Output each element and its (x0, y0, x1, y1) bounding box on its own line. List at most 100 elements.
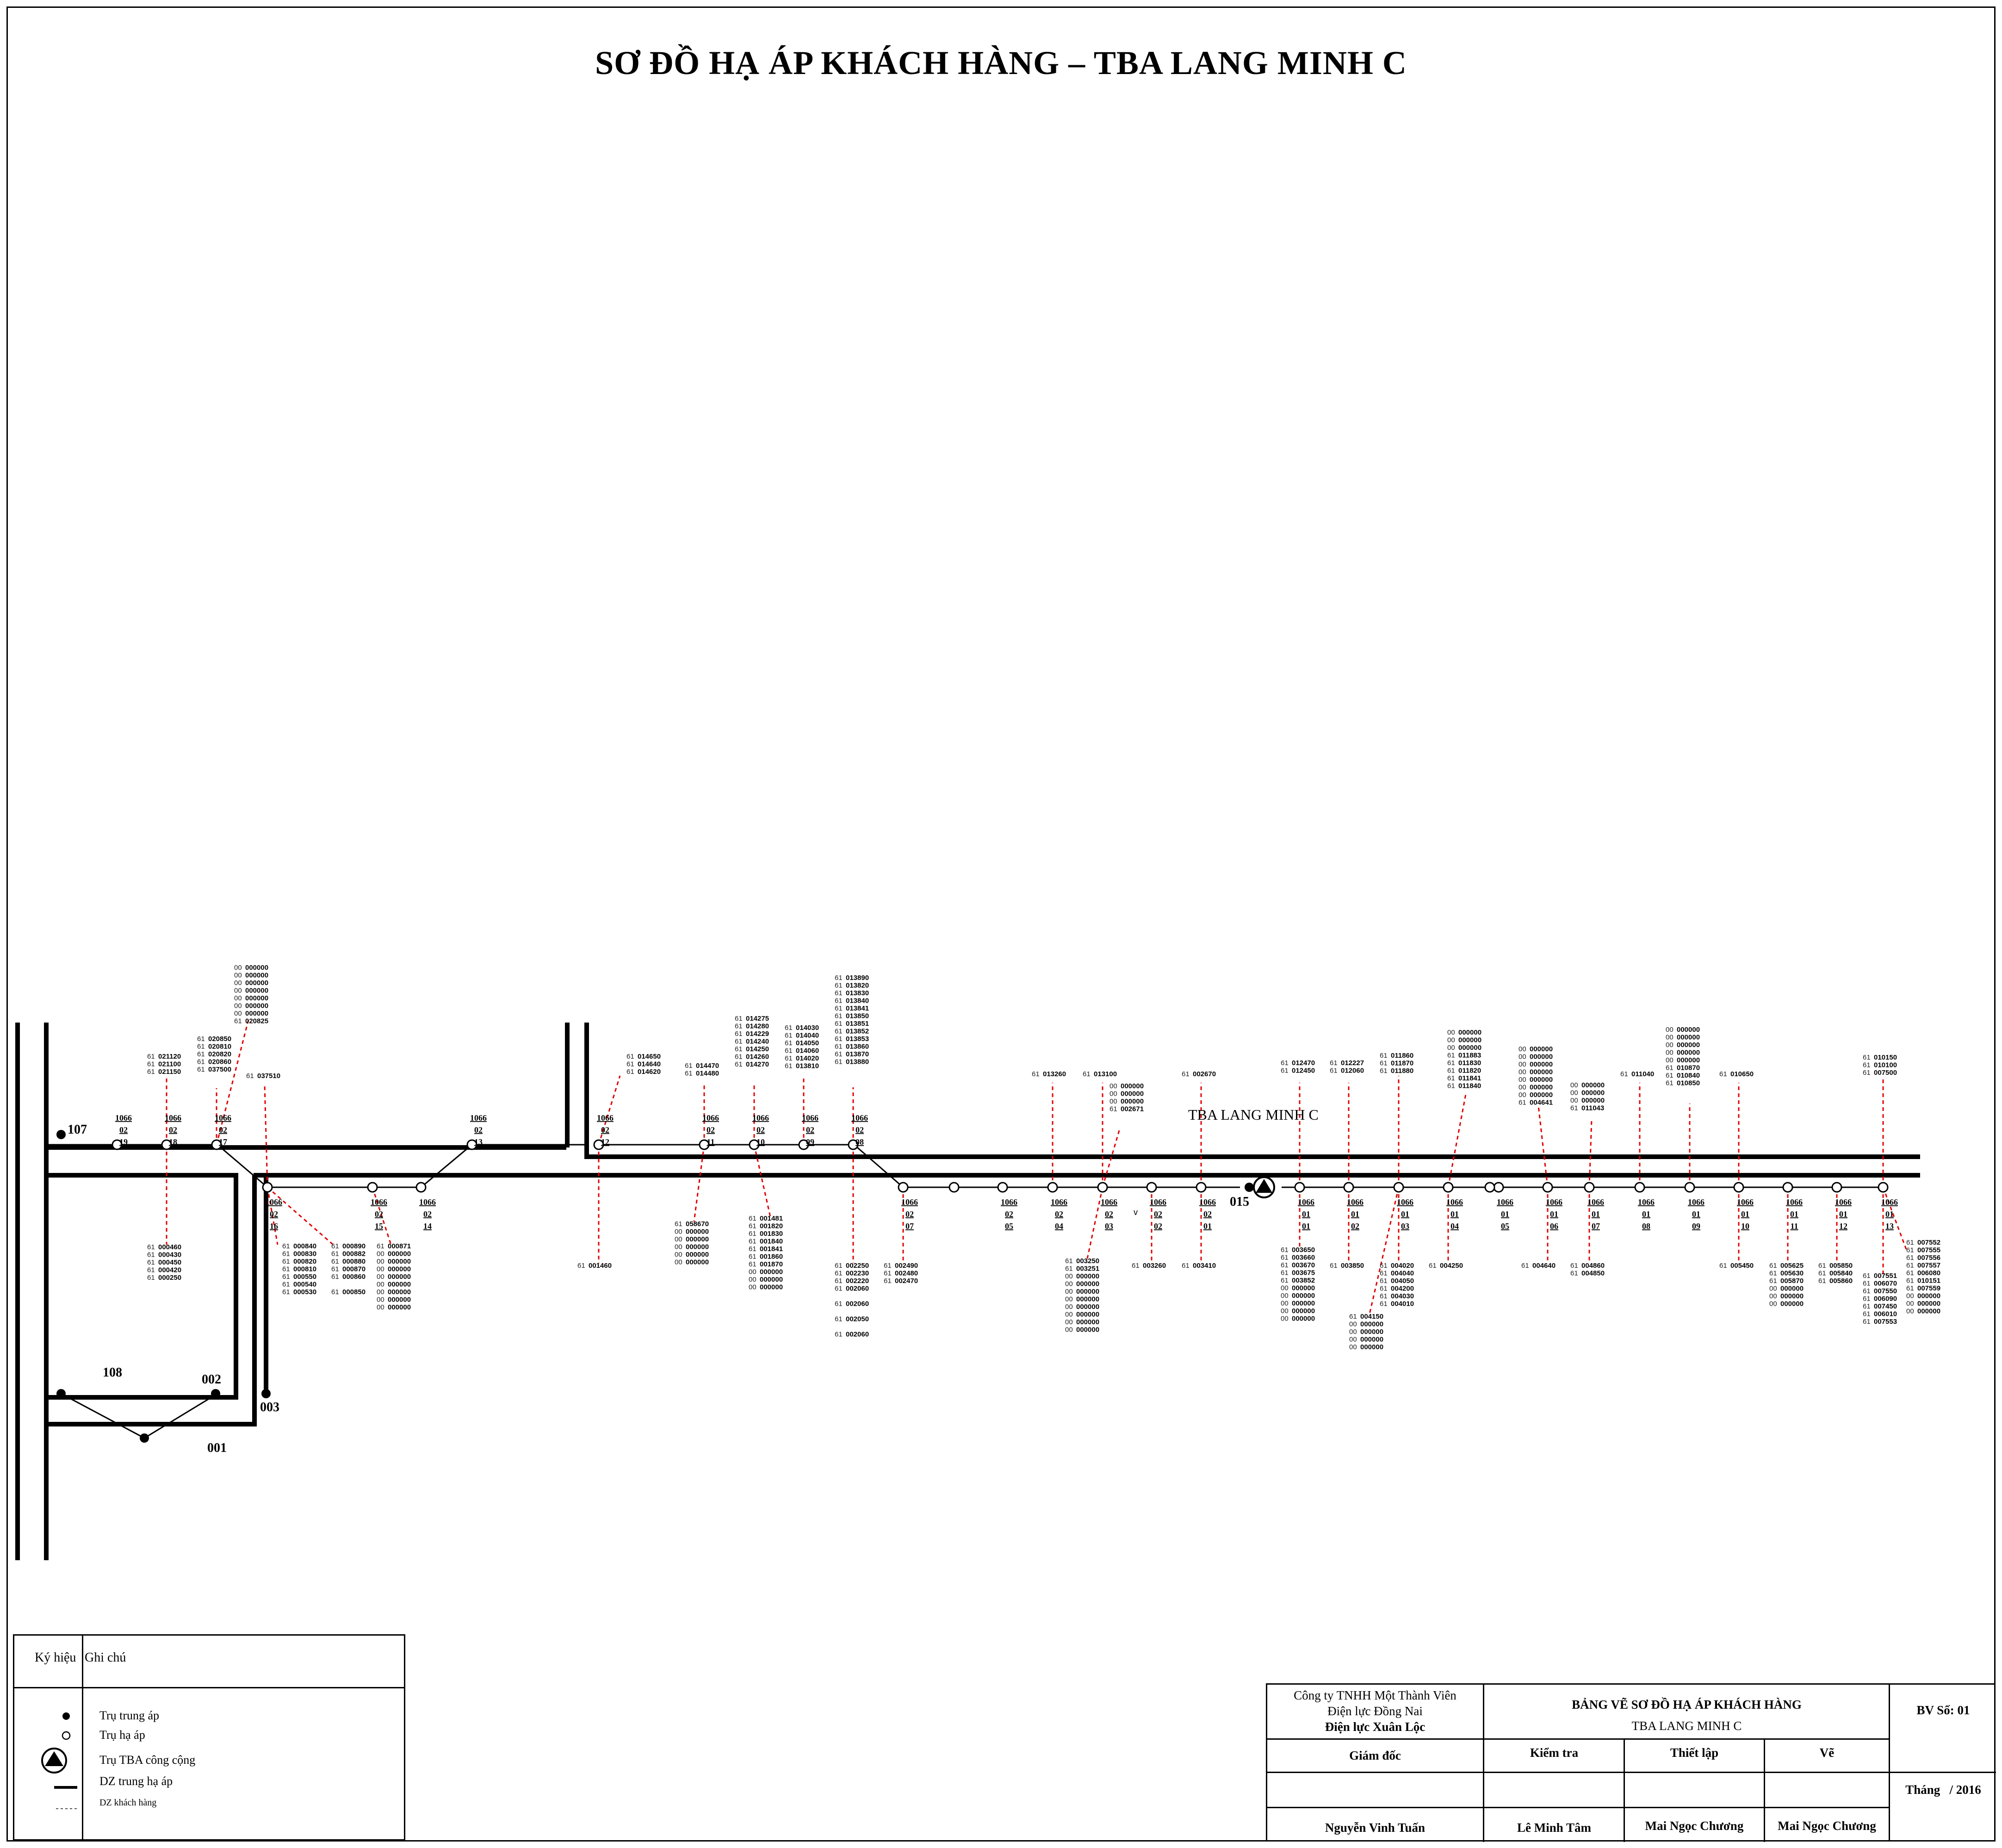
customer-code: 021120 (158, 1053, 181, 1060)
customer-code: 014030 (796, 1024, 819, 1032)
customer-code: 013852 (846, 1028, 869, 1036)
customer-prefix: 61 (749, 1215, 756, 1222)
customer-prefix: 00 (1065, 1303, 1073, 1311)
customer-prefix: 00 (1065, 1311, 1073, 1319)
customer-drop (267, 1187, 279, 1245)
customer-prefix: 61 (1863, 1302, 1871, 1310)
customer-code: 011830 (1458, 1059, 1481, 1067)
pole-label: 1066 (1298, 1197, 1314, 1207)
mv-nodes (56, 1130, 271, 1443)
pole-label: 02 (1351, 1222, 1359, 1231)
customer-code: 001820 (760, 1222, 783, 1230)
legend-box: Ký hiệu Ghi chú Trụ trung áp Trụ hạ áp T… (13, 1634, 405, 1841)
pole-label: 1066 (802, 1113, 818, 1122)
customer-prefix: 61 (749, 1245, 756, 1253)
pole-label: 01 (1885, 1209, 1894, 1219)
customer-prefix: 00 (1281, 1315, 1289, 1323)
customer-code: 000000 (686, 1235, 709, 1243)
customer-code: 000000 (388, 1281, 411, 1289)
pole-label: 01 (1302, 1222, 1310, 1231)
customer-code: 004150 (1360, 1313, 1383, 1321)
customer-prefix: 61 (1281, 1269, 1289, 1277)
customer-prefix: 61 (197, 1035, 205, 1043)
page-title: SƠ ĐỒ HẠ ÁP KHÁCH HÀNG – TBA LANG MINH C (595, 44, 1407, 81)
customer-prefix: 61 (835, 1300, 843, 1308)
customer-prefix: 00 (1769, 1285, 1777, 1293)
customer-prefix: 00 (1349, 1343, 1357, 1351)
pole-label: 1066 (1688, 1197, 1704, 1207)
mv-line-4 (584, 1023, 1920, 1159)
customer-prefix: 61 (735, 1023, 743, 1030)
mv-node (56, 1130, 66, 1139)
customer-prefix: 61 (1666, 1064, 1673, 1072)
mv-line-7 (46, 1175, 257, 1426)
customer-code: 007550 (1874, 1287, 1897, 1295)
pole-label: 16 (270, 1222, 278, 1231)
customer-prefix: 61 (577, 1262, 585, 1270)
customer-code: 002230 (846, 1270, 869, 1277)
customer-code: 007555 (1917, 1246, 1940, 1254)
customer-prefix: 61 (1349, 1313, 1357, 1321)
customer-code: 013880 (846, 1058, 869, 1066)
customer-code: 010100 (1874, 1061, 1897, 1069)
customer-prefix: 61 (1065, 1257, 1073, 1265)
customer-code: 006090 (1874, 1295, 1897, 1303)
customer-prefix: 00 (1666, 1026, 1673, 1034)
customer-code: 001840 (760, 1238, 783, 1246)
customer-prefix: 61 (1380, 1277, 1388, 1285)
pole-label: 02 (119, 1125, 128, 1135)
customer-prefix: 61 (1083, 1070, 1091, 1078)
customer-code: 014280 (746, 1023, 769, 1030)
customer-code: 002480 (895, 1270, 918, 1277)
customer-prefix: 61 (147, 1266, 155, 1274)
customer-code: 000870 (342, 1265, 366, 1273)
customer-prefix: 61 (1906, 1254, 1914, 1262)
customer-code: 004010 (1391, 1300, 1414, 1308)
customer-code: 000530 (293, 1288, 316, 1296)
customer-prefix: 61 (785, 1039, 793, 1047)
pole-label: 1066 (371, 1197, 387, 1207)
customer-prefix: 61 (1447, 1067, 1455, 1075)
customer-prefix: 61 (835, 1020, 843, 1028)
customer-prefix: 61 (735, 1038, 743, 1046)
pole-label: 02 (1055, 1209, 1063, 1219)
pole-label: 02 (806, 1125, 814, 1135)
lv-pole (948, 1182, 960, 1193)
customer-prefix: 61 (675, 1220, 682, 1228)
customer-code: 000871 (388, 1242, 411, 1250)
pole-label: 1066 (1881, 1197, 1898, 1207)
customer-prefix: 61 (197, 1043, 205, 1051)
customer-code: 002060 (846, 1285, 869, 1293)
customer-code: 000000 (1458, 1036, 1481, 1044)
pole-label: 09 (1692, 1222, 1700, 1231)
customer-code: 000000 (1530, 1045, 1553, 1053)
customer-prefix: 00 (675, 1243, 682, 1251)
customer-code: 000540 (293, 1281, 316, 1289)
customer-code: 020850 (208, 1035, 231, 1043)
customer-code: 004641 (1530, 1099, 1553, 1107)
customer-prefix: 61 (1330, 1262, 1338, 1270)
customer-code: 000000 (1076, 1311, 1099, 1319)
pole-label: 1066 (1446, 1197, 1463, 1207)
customer-prefix: 00 (377, 1303, 384, 1311)
customer-prefix: 00 (675, 1228, 682, 1236)
customer-prefix: 61 (835, 989, 843, 997)
customer-prefix: 61 (1109, 1105, 1117, 1113)
customer-code: 007559 (1917, 1284, 1940, 1292)
customer-code: 003410 (1193, 1262, 1216, 1270)
customer-code: 014640 (638, 1060, 661, 1068)
customer-prefix: 00 (1349, 1328, 1357, 1336)
customer-code: 002470 (895, 1277, 918, 1285)
customer-code: 011880 (1391, 1067, 1413, 1075)
pole-label: 02 (601, 1125, 609, 1135)
pole-label: 13 (474, 1137, 483, 1147)
customer-drop (753, 1144, 771, 1217)
lv-line-2 (597, 1144, 1240, 1188)
pole-label: 01 (1592, 1209, 1600, 1219)
lv-pole (1878, 1182, 1889, 1193)
customer-code: 004850 (1581, 1270, 1605, 1277)
lv-pole (1484, 1182, 1495, 1193)
customer-code: 014470 (696, 1062, 719, 1070)
customer-prefix: 61 (1863, 1310, 1871, 1318)
customer-code: 000000 (245, 972, 268, 980)
